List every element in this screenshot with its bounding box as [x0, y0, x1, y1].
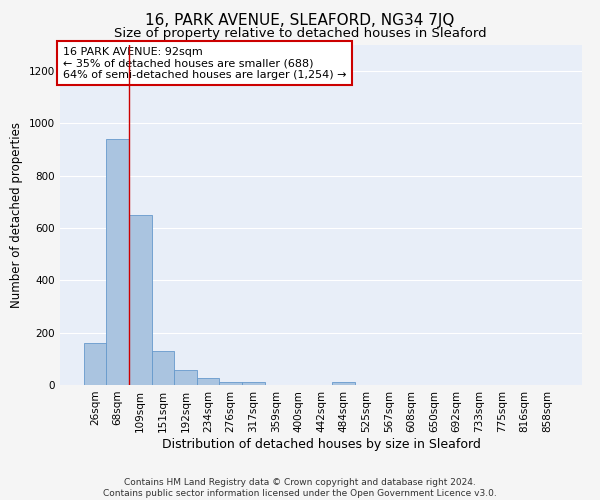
Bar [197, 378, 220, 385]
Bar [129, 215, 152, 385]
Text: 16 PARK AVENUE: 92sqm
← 35% of detached houses are smaller (688)
64% of semi-det: 16 PARK AVENUE: 92sqm ← 35% of detached … [62, 46, 346, 80]
Y-axis label: Number of detached properties: Number of detached properties [10, 122, 23, 308]
Bar [332, 382, 355, 385]
Bar [242, 382, 265, 385]
Bar [106, 139, 129, 385]
Bar [152, 351, 174, 385]
Bar [84, 343, 106, 385]
Text: Contains HM Land Registry data © Crown copyright and database right 2024.
Contai: Contains HM Land Registry data © Crown c… [103, 478, 497, 498]
Bar [174, 370, 197, 385]
Bar [220, 382, 242, 385]
X-axis label: Distribution of detached houses by size in Sleaford: Distribution of detached houses by size … [161, 438, 481, 450]
Text: 16, PARK AVENUE, SLEAFORD, NG34 7JQ: 16, PARK AVENUE, SLEAFORD, NG34 7JQ [145, 12, 455, 28]
Text: Size of property relative to detached houses in Sleaford: Size of property relative to detached ho… [113, 28, 487, 40]
